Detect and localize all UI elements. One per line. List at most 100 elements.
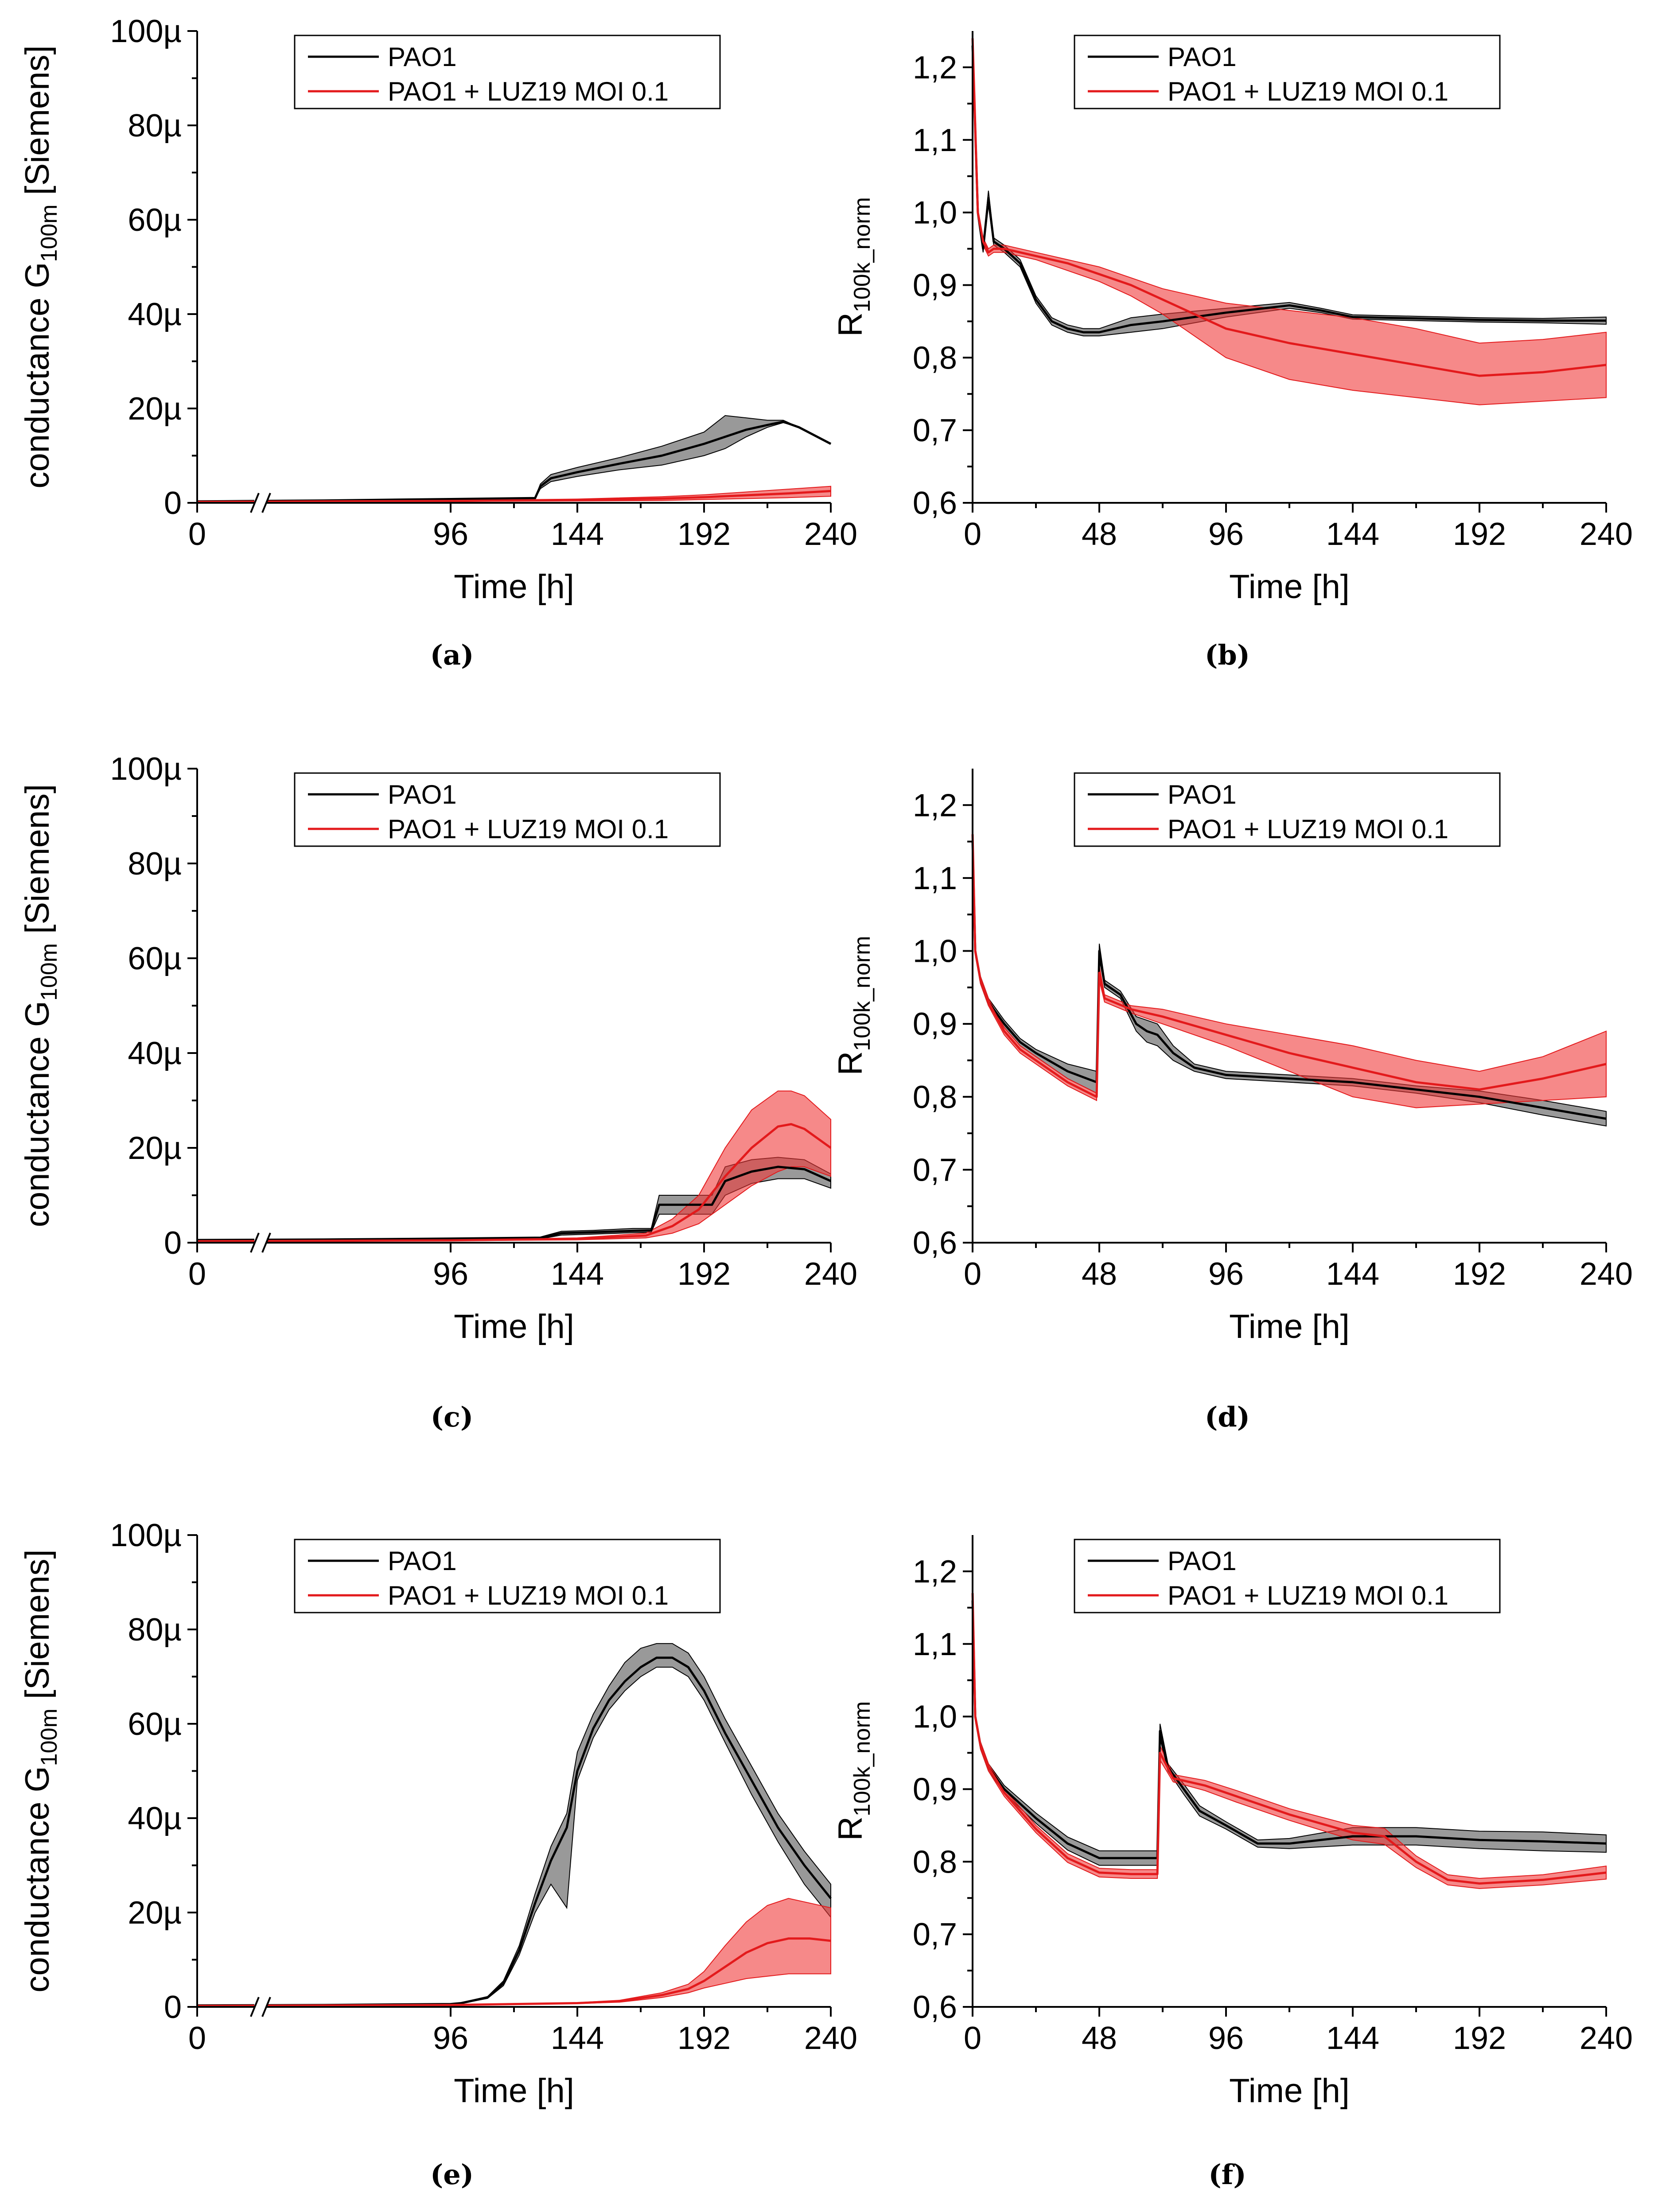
series-line-0 (971, 45, 1606, 334)
axis-break-mark (250, 1232, 260, 1253)
series-line-0 (197, 420, 832, 503)
x-tick-label: 240 (1580, 517, 1633, 552)
series-line-1 (971, 38, 1607, 377)
series-line-0 (197, 1656, 832, 2007)
x-tick-label: 0 (964, 1256, 981, 1292)
series-band-0 (972, 38, 1607, 337)
y-tick-label: 1,1 (913, 861, 957, 896)
y-axis-title-main: conductance G (19, 1001, 56, 1227)
x-tick-label: 96 (433, 1256, 468, 1292)
y-tick-label: 1,2 (913, 50, 957, 86)
panel-caption: (c) (431, 1401, 473, 1433)
y-tick-label: 100µ (110, 1518, 182, 1553)
x-tick-label: 192 (677, 1256, 731, 1292)
y-tick-label: 0,6 (913, 486, 957, 521)
legend-label: PAO1 + LUZ19 MOI 0.1 (1168, 1581, 1448, 1610)
x-tick-label: 96 (1208, 1256, 1244, 1292)
legend-box (294, 35, 721, 109)
x-tick-label: 96 (433, 517, 468, 552)
x-tick-label: 0 (188, 517, 206, 552)
y-tick-label: 0,6 (913, 1990, 957, 2025)
y-tick-label: 1,2 (913, 1554, 957, 1590)
series-line-1 (197, 1937, 831, 2007)
y-axis-title-unit: [Siemens] (19, 45, 56, 204)
legend-box (294, 1539, 721, 1613)
panel-caption: (f) (1208, 2158, 1246, 2191)
y-tick-label: 60µ (128, 1707, 182, 1742)
legend-label: PAO1 (1168, 1546, 1237, 1576)
x-tick-label: 0 (964, 2021, 981, 2056)
series-line-1 (197, 1123, 832, 1243)
y-tick-label: 0,7 (913, 1917, 957, 1952)
y-tick-label: 20µ (128, 391, 182, 427)
x-tick-label: 144 (1326, 2021, 1379, 2056)
panel-caption: (b) (1205, 639, 1250, 671)
y-tick-label: 0,7 (913, 1152, 957, 1188)
y-tick-label: 0 (164, 1225, 182, 1261)
y-axis-title-main: conductance G (19, 262, 56, 488)
y-axis-title-main: R (832, 1816, 869, 1841)
y-tick-label: 0,8 (913, 340, 957, 376)
series-band-1 (972, 1586, 1607, 1889)
x-tick-label: 96 (433, 2021, 468, 2056)
panel-caption: (d) (1205, 1401, 1250, 1433)
y-axis-title-main: R (832, 312, 869, 337)
y-tick-label: 0,9 (913, 1007, 957, 1042)
x-tick-label: 192 (677, 517, 731, 552)
panel-e: 0 96 144 192 240 0 20µ 40µ 60µ 80µ 100µ Time [h] con… (19, 1518, 857, 2191)
series-line-1 (971, 834, 1607, 1098)
panel-a: 0 96 144 192 240 0 20µ 40µ 60µ 80µ 100µ Time [h] con… (19, 14, 857, 671)
legend-label: PAO1 + LUZ19 MOI 0.1 (388, 814, 669, 844)
x-tick-label: 144 (551, 2021, 604, 2056)
y-tick-label: 80µ (128, 108, 182, 144)
y-axis-title: R100k_norm (832, 936, 875, 1075)
x-tick-label: 240 (804, 517, 857, 552)
y-tick-label: 20µ (128, 1895, 182, 1931)
legend-label: PAO1 (1168, 780, 1237, 809)
y-tick-label: 0,8 (913, 1844, 957, 1880)
y-tick-label: 1,0 (913, 934, 957, 969)
panel-f: 0 48 96 144 192 240 0,6 0,7 0,8 0,9 1,0 1,1 1,2 Time … (832, 1535, 1633, 2191)
x-axis-title: Time [h] (454, 1308, 574, 1345)
x-tick-label: 48 (1082, 2021, 1117, 2056)
x-axis-title: Time [h] (1229, 568, 1350, 606)
x-tick-label: 240 (1580, 1256, 1633, 1292)
x-tick-label: 96 (1208, 2021, 1244, 2056)
y-axis-title-sub: 100m (36, 943, 62, 1001)
y-tick-label: 80µ (128, 846, 182, 882)
axis-break-gap (254, 490, 267, 516)
y-axis-title-sub: 100k_norm (849, 1701, 875, 1816)
x-axis-title: Time [h] (454, 568, 574, 606)
legend-label: PAO1 (388, 780, 457, 809)
y-tick-label: 1,1 (913, 1627, 957, 1662)
x-tick-label: 240 (804, 2021, 857, 2056)
legend-box (1074, 772, 1501, 847)
y-tick-label: 0,9 (913, 268, 957, 303)
axis-break-mark (261, 1997, 271, 2017)
x-tick-label: 96 (1208, 517, 1244, 552)
y-tick-label: 0 (164, 1990, 182, 2025)
x-tick-label: 48 (1082, 1256, 1117, 1292)
y-tick-label: 0,8 (913, 1080, 957, 1115)
legend-label: PAO1 + LUZ19 MOI 0.1 (388, 77, 669, 106)
y-axis-title: conductance G100m [Siemens] (19, 1549, 62, 1992)
x-tick-label: 0 (964, 517, 981, 552)
axis-break-mark (261, 493, 271, 513)
x-axis-title: Time [h] (1229, 1308, 1350, 1345)
series-band-0 (197, 415, 831, 502)
y-tick-label: 40µ (128, 1036, 182, 1071)
x-tick-label: 144 (551, 517, 604, 552)
x-tick-label: 0 (188, 1256, 206, 1292)
axis-break-mark (250, 493, 260, 513)
x-tick-label: 240 (1580, 2021, 1633, 2056)
y-tick-label: 0 (164, 486, 182, 521)
y-tick-label: 40µ (128, 1801, 182, 1836)
y-axis-title-unit: [Siemens] (19, 784, 56, 943)
x-tick-label: 192 (1453, 517, 1506, 552)
legend-label: PAO1 (388, 1546, 457, 1576)
panel-caption: (e) (430, 2158, 474, 2191)
series-band-1 (197, 1090, 831, 1242)
legend-label: PAO1 + LUZ19 MOI 0.1 (1168, 814, 1448, 844)
y-axis-title-sub: 100m (36, 1708, 62, 1766)
